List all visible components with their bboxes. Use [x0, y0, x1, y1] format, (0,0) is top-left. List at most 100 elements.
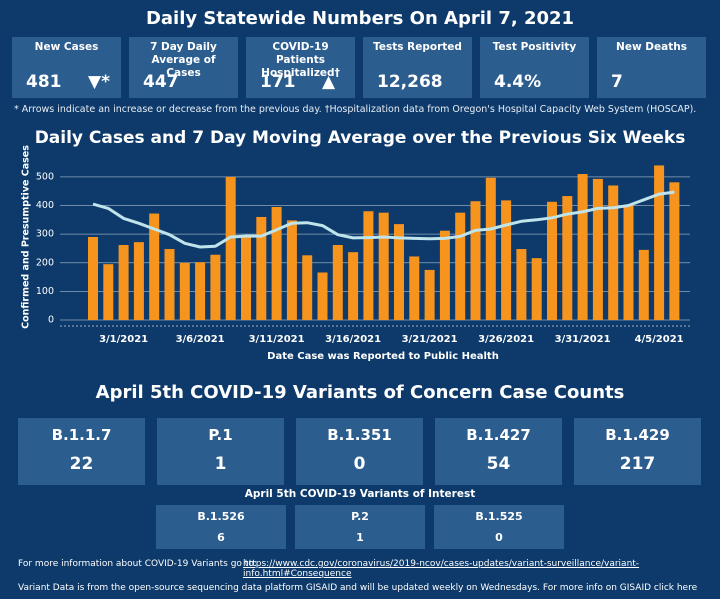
bar: [455, 212, 466, 320]
variant-name: B.1.427: [466, 426, 531, 444]
bar: [348, 252, 359, 320]
chart-title: Daily Cases and 7 Day Moving Average ove…: [35, 128, 686, 148]
variant-count: 6: [217, 531, 225, 544]
bar: [547, 201, 557, 320]
bar: [118, 245, 129, 320]
bar: [394, 224, 404, 320]
stat-card: 7 Day Daily Average of Cases 447: [129, 37, 238, 98]
x-tick-label: 3/1/2021: [99, 334, 148, 345]
y-tick-label: 200: [36, 257, 54, 268]
footnote: * Arrows indicate an increase or decreas…: [14, 104, 697, 115]
x-tick-label: 4/5/2021: [635, 334, 684, 345]
variant-count: 0: [495, 531, 503, 544]
bar: [516, 249, 527, 320]
bar: [210, 254, 221, 320]
y-tick-label: 0: [48, 315, 54, 326]
bar: [195, 262, 206, 320]
bar: [241, 237, 251, 320]
bar: [562, 196, 573, 320]
voi-title: April 5th COVID-19 Variants of Interest: [244, 488, 476, 500]
footer-info: For more information about COVID-19 Vari…: [18, 559, 257, 569]
bar: [424, 269, 435, 320]
variant-count: 217: [619, 454, 656, 474]
y-axis-label: Confirmed and Presumptive Cases: [21, 145, 32, 329]
bar: [669, 182, 680, 320]
bar: [103, 264, 114, 320]
footer-gisaid: Variant Data is from the open-source seq…: [18, 583, 698, 593]
x-tick-label: 3/21/2021: [402, 334, 458, 345]
bar: [623, 205, 634, 320]
stat-value: 4.4%: [494, 72, 542, 92]
stat-label: 7 Day Daily Average of Cases: [150, 41, 217, 79]
variant-name: B.1.1.7: [51, 426, 112, 444]
variant-card: B.1.429 217: [574, 418, 701, 485]
variant-card: B.1.525 0: [434, 505, 564, 549]
bar: [332, 245, 343, 320]
bar: [88, 237, 98, 320]
bar: [439, 230, 450, 320]
stat-label: Tests Reported: [373, 41, 462, 53]
x-tick-label: 3/11/2021: [249, 334, 305, 345]
bar: [654, 165, 665, 320]
stat-card: Test Positivity 4.4%: [480, 37, 589, 98]
bar: [501, 200, 512, 320]
stat-indicator: ▲: [322, 72, 336, 92]
bar: [470, 201, 481, 320]
stat-value: 12,268: [377, 72, 443, 92]
bar: [485, 177, 496, 320]
bar: [133, 242, 144, 320]
voc-title: April 5th COVID-19 Variants of Concern C…: [95, 382, 625, 403]
bar: [363, 211, 374, 320]
y-tick-label: 400: [36, 200, 54, 211]
bar: [302, 255, 313, 320]
variant-card: B.1.1.7 22: [18, 418, 145, 485]
variant-count: 1: [356, 531, 364, 544]
bar: [638, 249, 649, 320]
variant-name: P.1: [208, 426, 233, 444]
variant-card: B.1.351 0: [296, 418, 423, 485]
x-tick-label: 3/16/2021: [325, 334, 381, 345]
bar: [577, 174, 588, 320]
variant-name: P.2: [351, 510, 369, 523]
x-tick-label: 3/26/2021: [478, 334, 534, 345]
bar: [149, 213, 160, 320]
variant-card: P.2 1: [295, 505, 425, 549]
stat-card: Tests Reported 12,268: [363, 37, 472, 98]
bar: [179, 262, 190, 320]
header-title: Daily Statewide Numbers On April 7, 2021: [145, 8, 575, 29]
variant-count: 22: [69, 454, 94, 474]
stat-card: COVID-19 Patients Hospitalized† 171 ▲: [246, 37, 355, 98]
stat-value: 171: [260, 72, 296, 92]
variant-name: B.1.351: [327, 426, 392, 444]
x-axis-label: Date Case was Reported to Public Health: [267, 351, 499, 362]
bar: [531, 258, 542, 320]
variant-card: B.1.526 6: [156, 505, 286, 549]
y-tick-label: 300: [36, 229, 54, 240]
y-tick-label: 100: [36, 286, 54, 297]
bar: [256, 216, 267, 320]
bar: [608, 185, 619, 320]
stat-label: New Deaths: [616, 41, 687, 53]
stat-card: New Cases 481 ▼*: [12, 37, 121, 98]
x-tick-label: 3/31/2021: [555, 334, 611, 345]
bar: [378, 212, 389, 320]
variant-name: B.1.526: [197, 510, 245, 523]
bar: [164, 249, 175, 320]
variant-count: 0: [353, 454, 366, 474]
variant-card: P.1 1: [157, 418, 284, 485]
stat-label: COVID-19 Patients Hospitalized†: [261, 41, 340, 79]
cdc-link[interactable]: https://www.cdc.gov/coronavirus/2019-nco…: [243, 559, 640, 579]
stat-label: New Cases: [34, 41, 99, 53]
bar: [286, 220, 297, 320]
stat-value: 447: [143, 72, 179, 92]
chart: Daily Cases and 7 Day Moving Average ove…: [21, 128, 690, 362]
variant-name: B.1.429: [605, 426, 670, 444]
stat-label: Test Positivity: [492, 41, 577, 53]
variant-name: B.1.525: [475, 510, 523, 523]
bar: [225, 176, 236, 320]
x-tick-label: 3/6/2021: [176, 334, 225, 345]
bar: [271, 206, 282, 320]
variant-count: 54: [486, 454, 511, 474]
bar: [592, 178, 603, 320]
